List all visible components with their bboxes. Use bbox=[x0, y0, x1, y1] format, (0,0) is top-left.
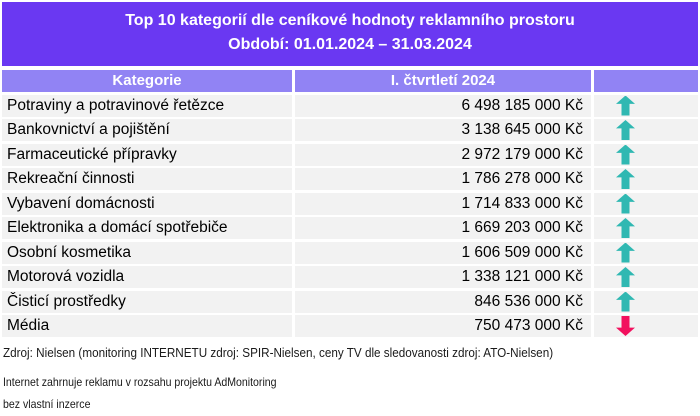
table-row: Osobní kosmetika 1 606 509 000 Kč bbox=[2, 241, 698, 264]
category-cell: Motorová vozidla bbox=[2, 266, 292, 288]
category-cell: Vybavení domácnosti bbox=[2, 192, 292, 215]
trend-cell bbox=[594, 119, 698, 141]
value-cell: 2 972 179 000 Kč bbox=[295, 143, 591, 166]
header-trend bbox=[594, 70, 698, 92]
report-title-line1: Top 10 kategorií dle ceníkové hodnoty re… bbox=[125, 12, 575, 29]
footer-note-admonitoring: Internet zahrnuje reklamu v rozsahu proj… bbox=[3, 375, 277, 389]
trend-arrow-icon bbox=[616, 120, 635, 140]
table-header-row: Kategorie I. čtvrtletí 2024 bbox=[2, 70, 698, 92]
top10-table: Kategorie I. čtvrtletí 2024 Potraviny a … bbox=[2, 70, 698, 337]
report-title-line2: Období: 01.01.2024 – 31.03.2024 bbox=[228, 36, 472, 53]
category-cell: Elektronika a domácí spotřebiče bbox=[2, 217, 292, 239]
category-cell: Farmaceutické přípravky bbox=[2, 143, 292, 166]
table-row: Motorová vozidla 1 338 121 000 Kč bbox=[2, 266, 698, 288]
header-category: Kategorie bbox=[2, 70, 292, 92]
trend-arrow-icon bbox=[616, 95, 635, 116]
trend-cell bbox=[594, 217, 698, 239]
trend-arrow-icon bbox=[616, 144, 635, 165]
trend-arrow-icon bbox=[616, 169, 635, 189]
trend-cell bbox=[594, 290, 698, 313]
table-row: Bankovnictví a pojištění 3 138 645 000 K… bbox=[2, 119, 698, 141]
value-cell: 6 498 185 000 Kč bbox=[295, 94, 591, 117]
value-cell: 1 786 278 000 Kč bbox=[295, 168, 591, 190]
table-row: Čisticí prostředky 846 536 000 Kč bbox=[2, 290, 698, 313]
trend-arrow-icon bbox=[616, 242, 635, 263]
category-cell: Bankovnictví a pojištění bbox=[2, 119, 292, 141]
report-title: Top 10 kategorií dle ceníkové hodnoty re… bbox=[2, 2, 698, 66]
value-cell: 1 669 203 000 Kč bbox=[295, 217, 591, 239]
table-row: Vybavení domácnosti 1 714 833 000 Kč bbox=[2, 192, 698, 215]
table-row: Potraviny a potravinové řetězce 6 498 18… bbox=[2, 94, 698, 117]
value-cell: 3 138 645 000 Kč bbox=[295, 119, 591, 141]
footer-source-line: Zdroj: Nielsen (monitoring INTERNETU zdr… bbox=[3, 345, 554, 360]
trend-cell bbox=[594, 168, 698, 190]
category-cell: Osobní kosmetika bbox=[2, 241, 292, 264]
trend-arrow-icon bbox=[616, 193, 635, 214]
table-row: Média 750 473 000 Kč bbox=[2, 315, 698, 337]
category-cell: Čisticí prostředky bbox=[2, 290, 292, 313]
table-row: Rekreační činnosti 1 786 278 000 Kč bbox=[2, 168, 698, 190]
trend-arrow-icon bbox=[616, 291, 635, 312]
trend-cell bbox=[594, 192, 698, 215]
trend-arrow-icon bbox=[616, 218, 635, 238]
value-cell: 1 606 509 000 Kč bbox=[295, 241, 591, 264]
table-row: Farmaceutické přípravky 2 972 179 000 Kč bbox=[2, 143, 698, 166]
trend-cell bbox=[594, 94, 698, 117]
header-value: I. čtvrtletí 2024 bbox=[295, 70, 591, 92]
category-cell: Média bbox=[2, 315, 292, 337]
category-cell: Rekreační činnosti bbox=[2, 168, 292, 190]
value-cell: 1 714 833 000 Kč bbox=[295, 192, 591, 215]
table-row: Elektronika a domácí spotřebiče 1 669 20… bbox=[2, 217, 698, 239]
trend-arrow-icon bbox=[616, 267, 635, 287]
trend-cell bbox=[594, 315, 698, 337]
trend-cell bbox=[594, 143, 698, 166]
value-cell: 846 536 000 Kč bbox=[295, 290, 591, 313]
category-cell: Potraviny a potravinové řetězce bbox=[2, 94, 292, 117]
value-cell: 1 338 121 000 Kč bbox=[295, 266, 591, 288]
value-cell: 750 473 000 Kč bbox=[295, 315, 591, 337]
trend-cell bbox=[594, 241, 698, 264]
footer-note-own-ads: bez vlastní inzerce bbox=[3, 397, 91, 411]
trend-arrow-icon bbox=[616, 316, 635, 336]
trend-cell bbox=[594, 266, 698, 288]
